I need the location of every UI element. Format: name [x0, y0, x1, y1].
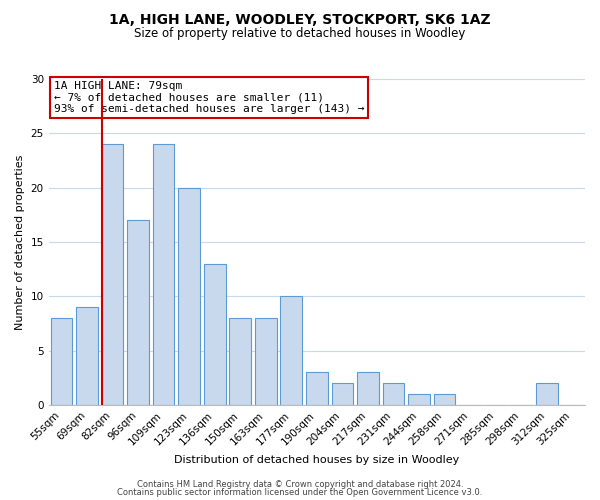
- Bar: [255, 318, 277, 405]
- Bar: [229, 318, 251, 405]
- Bar: [332, 383, 353, 405]
- Text: Size of property relative to detached houses in Woodley: Size of property relative to detached ho…: [134, 28, 466, 40]
- Bar: [178, 188, 200, 405]
- Bar: [50, 318, 72, 405]
- Bar: [383, 383, 404, 405]
- X-axis label: Distribution of detached houses by size in Woodley: Distribution of detached houses by size …: [174, 455, 460, 465]
- Bar: [434, 394, 455, 405]
- Bar: [408, 394, 430, 405]
- Bar: [101, 144, 124, 405]
- Text: 1A, HIGH LANE, WOODLEY, STOCKPORT, SK6 1AZ: 1A, HIGH LANE, WOODLEY, STOCKPORT, SK6 1…: [109, 12, 491, 26]
- Y-axis label: Number of detached properties: Number of detached properties: [15, 154, 25, 330]
- Text: Contains HM Land Registry data © Crown copyright and database right 2024.: Contains HM Land Registry data © Crown c…: [137, 480, 463, 489]
- Bar: [76, 307, 98, 405]
- Bar: [357, 372, 379, 405]
- Bar: [280, 296, 302, 405]
- Bar: [306, 372, 328, 405]
- Bar: [153, 144, 175, 405]
- Bar: [536, 383, 557, 405]
- Bar: [127, 220, 149, 405]
- Bar: [204, 264, 226, 405]
- Text: Contains public sector information licensed under the Open Government Licence v3: Contains public sector information licen…: [118, 488, 482, 497]
- Text: 1A HIGH LANE: 79sqm
← 7% of detached houses are smaller (11)
93% of semi-detache: 1A HIGH LANE: 79sqm ← 7% of detached hou…: [54, 80, 365, 114]
